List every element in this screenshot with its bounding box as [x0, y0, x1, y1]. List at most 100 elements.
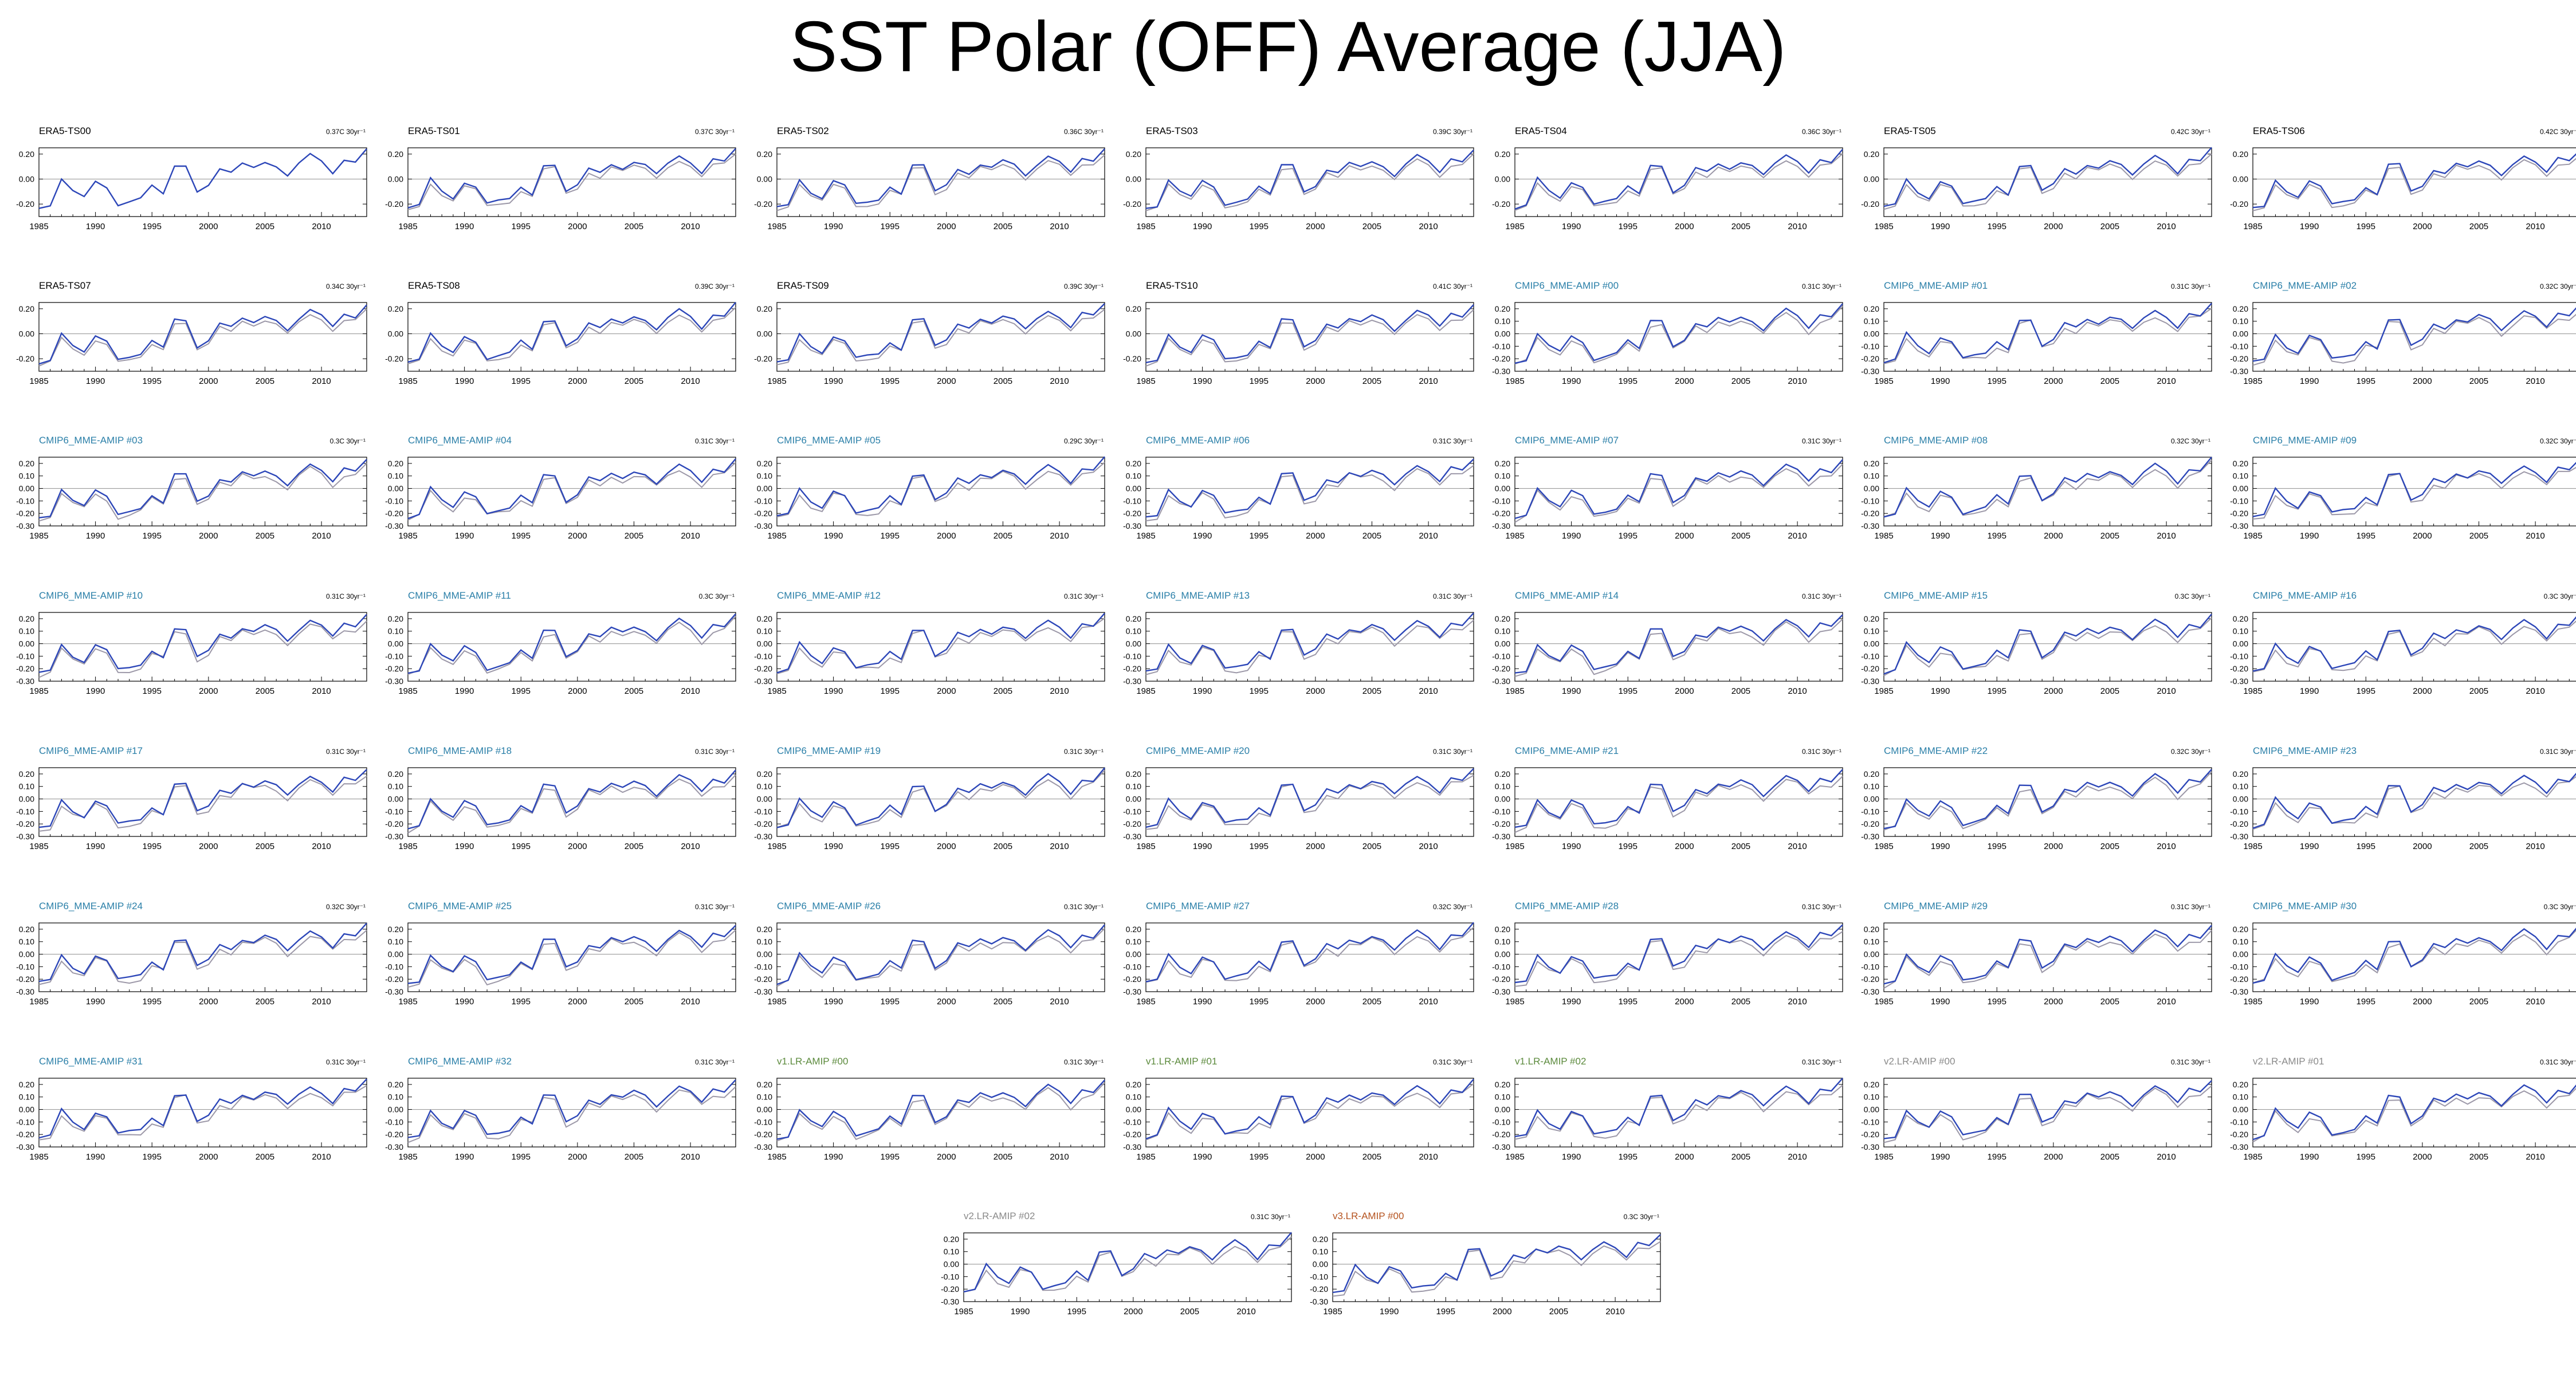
y-tick-label: -0.30 — [1861, 521, 1879, 531]
y-tick-label: 0.10 — [1495, 1093, 1510, 1102]
x-tick-label: 1995 — [881, 842, 900, 851]
plot-frame — [38, 302, 367, 372]
x-tick-label: 1995 — [1250, 997, 1269, 1007]
y-tick-label: 0.00 — [1495, 329, 1510, 339]
series-reference-line — [407, 1086, 736, 1144]
x-tick-label: 2010 — [1419, 222, 1438, 231]
x-tick-label: 2005 — [2469, 1152, 2488, 1162]
x-tick-label: 1985 — [1874, 222, 1893, 231]
y-tick-label: 0.00 — [388, 484, 403, 493]
x-tick-label: 2005 — [2100, 842, 2119, 851]
x-tick-label: 2000 — [937, 997, 956, 1007]
panel-20: CMIP6_MME-AMIP #09 0.32C 30yr⁻¹ 0.20 0.10 0.… — [2230, 435, 2576, 541]
series-reference-line — [2252, 466, 2576, 520]
trend-label: 0.31C 30yr⁻¹ — [2171, 282, 2210, 290]
y-tick-label: -0.20 — [941, 1284, 959, 1294]
y-tick-label: -0.20 — [754, 1130, 772, 1139]
panel-21: CMIP6_MME-AMIP #10 0.31C 30yr⁻¹ 0.20 0.10 0.… — [16, 590, 367, 696]
x-tick-label: 1985 — [767, 222, 786, 231]
y-tick-label: -0.10 — [1123, 496, 1141, 505]
y-tick-label: 0.20 — [757, 614, 772, 623]
panel-title: ERA5-TS01 — [408, 125, 460, 136]
x-tick-label: 1985 — [2243, 1152, 2262, 1162]
panel-4: ERA5-TS04 0.36C 30yr⁻¹ 0.20 0.00 -0.20 1985 19… — [1492, 125, 1843, 231]
trend-label: 0.31C 30yr⁻¹ — [326, 748, 366, 756]
y-tick-label: 0.10 — [2233, 1093, 2248, 1102]
y-tick-label: 0.00 — [1864, 639, 1879, 649]
panel-title: v2.LR-AMIP #02 — [964, 1211, 1035, 1221]
series-reference-line — [1514, 463, 1843, 523]
x-tick-label: 2005 — [1362, 531, 1381, 541]
y-tick-label: 0.00 — [757, 639, 772, 649]
y-tick-label: 0.10 — [2233, 317, 2248, 326]
x-tick-label: 1995 — [881, 222, 900, 231]
x-tick-label: 2000 — [1675, 1152, 1694, 1162]
y-tick-label: 0.20 — [1126, 925, 1141, 934]
panel-8: ERA5-TS08 0.39C 30yr⁻¹ 0.20 0.00 -0.20 1985 19… — [385, 280, 736, 386]
x-tick-label: 2000 — [2044, 1152, 2063, 1162]
x-tick-label: 1995 — [881, 997, 900, 1007]
series-line — [407, 613, 736, 674]
panel-title: v1.LR-AMIP #00 — [777, 1056, 848, 1067]
y-tick-label: 0.00 — [1313, 1260, 1328, 1269]
y-tick-label: 0.00 — [1495, 950, 1510, 959]
y-tick-label: -0.30 — [16, 521, 34, 531]
x-tick-label: 2010 — [1419, 1152, 1438, 1162]
panel-title: v3.LR-AMIP #00 — [1333, 1211, 1404, 1221]
series-reference-line — [407, 929, 736, 988]
y-tick-label: -0.10 — [16, 496, 34, 505]
x-tick-label: 1985 — [767, 531, 786, 541]
x-tick-label: 1985 — [1874, 686, 1893, 696]
y-tick-label: -0.10 — [2230, 1117, 2248, 1126]
x-tick-label: 1995 — [2357, 376, 2375, 386]
x-tick-label: 2010 — [1236, 1307, 1255, 1317]
panel-48: v2.LR-AMIP #01 0.31C 30yr⁻¹ 0.20 0.10 0.00 -0… — [2230, 1056, 2576, 1162]
trend-label: 0.42C 30yr⁻¹ — [2171, 128, 2210, 136]
x-tick-label: 2005 — [625, 531, 643, 541]
x-tick-label: 2005 — [1180, 1307, 1199, 1317]
x-tick-label: 2005 — [2100, 531, 2119, 541]
series-reference-line — [2252, 620, 2576, 673]
panel-title: v1.LR-AMIP #02 — [1515, 1056, 1586, 1067]
y-tick-label: 0.00 — [2233, 484, 2248, 493]
trend-label: 0.31C 30yr⁻¹ — [1802, 592, 1841, 600]
plot-frame — [38, 612, 367, 682]
plot-frame — [776, 302, 1105, 372]
x-tick-label: 2005 — [625, 842, 643, 851]
x-tick-label: 2000 — [568, 1152, 587, 1162]
series-line — [38, 769, 367, 828]
series-line — [38, 922, 367, 983]
panel-title: CMIP6_MME-AMIP #15 — [1884, 590, 1988, 601]
series-line — [1145, 1078, 1474, 1140]
y-tick-label: -0.10 — [385, 807, 403, 816]
x-tick-label: 2000 — [199, 686, 218, 696]
series-line — [407, 1079, 736, 1138]
y-tick-label: -0.20 — [385, 1130, 403, 1139]
x-tick-label: 2005 — [1549, 1307, 1568, 1317]
x-tick-label: 1990 — [1562, 1152, 1581, 1162]
x-tick-label: 1990 — [1011, 1307, 1030, 1317]
y-tick-label: -0.20 — [1123, 354, 1141, 363]
x-tick-label: 1990 — [2300, 686, 2319, 696]
x-tick-label: 2000 — [199, 1152, 218, 1162]
x-tick-label: 1985 — [2243, 997, 2262, 1007]
trend-label: 0.32C 30yr⁻¹ — [1433, 903, 1472, 911]
y-tick-label: -0.10 — [2230, 962, 2248, 971]
y-tick-label: -0.20 — [2230, 1130, 2248, 1139]
panel-13: CMIP6_MME-AMIP #02 0.32C 30yr⁻¹ 0.20 0.10 0.… — [2230, 280, 2576, 386]
x-tick-label: 2010 — [2526, 222, 2544, 231]
x-tick-label: 1995 — [512, 1152, 531, 1162]
series-line — [38, 148, 367, 209]
x-tick-label: 2005 — [1362, 842, 1381, 851]
y-tick-label: -0.20 — [2230, 509, 2248, 518]
x-tick-label: 2010 — [312, 222, 331, 231]
x-tick-label: 2005 — [1362, 997, 1381, 1007]
y-tick-label: 0.20 — [1864, 614, 1879, 623]
y-tick-label: 0.00 — [19, 795, 34, 804]
trend-label: 0.32C 30yr⁻¹ — [2540, 282, 2576, 290]
y-tick-label: 0.00 — [757, 950, 772, 959]
plot-frame — [1883, 1078, 2212, 1148]
x-tick-label: 1985 — [1874, 376, 1893, 386]
x-tick-label: 2005 — [625, 222, 643, 231]
x-tick-label: 1990 — [1931, 686, 1950, 696]
